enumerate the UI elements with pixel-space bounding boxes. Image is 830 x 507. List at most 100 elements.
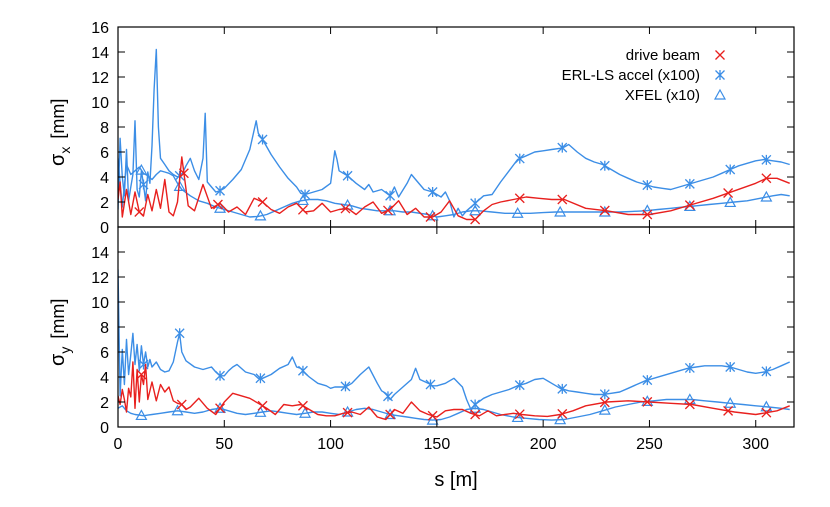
x-axis-ticks-bottom: 0 50 100 150 200 250 300: [114, 227, 769, 453]
y-tick-label: 2: [100, 195, 109, 212]
y-axis-label-bottom: σy [mm]: [47, 299, 73, 366]
legend-marker-drive-beam: [715, 50, 725, 60]
data-point-drive-beam: [215, 403, 225, 414]
series-layer-bottom: [118, 269, 790, 425]
data-point-erl-ls-accel: [684, 178, 695, 189]
data-point-drive-beam: [514, 193, 525, 204]
y-tick-label: 0: [100, 420, 109, 437]
data-point-erl-ls-accel: [599, 160, 610, 171]
data-point-drive-beam: [134, 207, 145, 217]
series-line-erl-ls-accel: [118, 48, 790, 218]
x-axis-label: s [m]: [434, 469, 477, 491]
data-point-xfel: [296, 194, 309, 206]
data-point-xfel: [214, 202, 227, 213]
series-line-drive-beam: [118, 361, 790, 421]
data-point-drive-beam: [761, 407, 772, 418]
y-tick-label: 0: [100, 220, 109, 237]
y-tick-label: 12: [91, 70, 109, 87]
x-tick-label: 150: [424, 436, 451, 453]
data-point-erl-ls-accel: [514, 380, 525, 391]
x-axis-ticks-top: [117, 27, 757, 227]
data-point-drive-beam: [427, 410, 438, 421]
data-point-drive-beam: [257, 400, 268, 411]
y-tick-label: 8: [100, 120, 109, 137]
y-axis-label-subscript: x: [57, 147, 73, 154]
x-tick-label: 250: [636, 436, 663, 453]
data-point-erl-ls-accel: [215, 370, 225, 381]
data-point-erl-ls-accel: [215, 185, 225, 196]
data-point-drive-beam: [385, 409, 396, 420]
data-point-erl-ls-accel: [385, 190, 396, 201]
data-point-erl-ls-accel: [725, 164, 736, 175]
y-tick-label: 14: [91, 245, 109, 262]
data-point-drive-beam: [425, 212, 436, 222]
data-point-xfel: [299, 407, 312, 418]
series-layer-top: [118, 48, 790, 225]
y-tick-label: 10: [91, 95, 109, 112]
legend-label-xfel: XFEL (x10): [625, 87, 700, 104]
svg-text:σy[mm]: σy [mm]: [47, 299, 73, 366]
data-point-erl-ls-accel: [557, 142, 568, 153]
data-point-drive-beam: [557, 194, 568, 205]
data-point-drive-beam: [684, 399, 695, 410]
data-point-erl-ls-accel: [470, 198, 481, 209]
legend-marker-xfel: [713, 88, 727, 100]
data-point-erl-ls-accel: [725, 362, 736, 372]
data-point-erl-ls-accel: [557, 383, 568, 394]
data-point-erl-ls-accel: [761, 366, 772, 377]
y-axis-label-unit: [mm]: [48, 299, 68, 339]
data-point-drive-beam: [514, 409, 525, 420]
data-point-xfel: [760, 190, 773, 202]
data-point-xfel: [469, 204, 482, 216]
data-point-drive-beam: [642, 396, 653, 407]
y-tick-label: 2: [100, 395, 109, 412]
data-point-drive-beam: [178, 168, 189, 179]
x-tick-label: 0: [114, 436, 123, 453]
y-tick-label: 6: [100, 145, 109, 162]
data-point-erl-ls-accel: [514, 153, 525, 164]
series-line-drive-beam: [118, 156, 790, 221]
y-axis-label-unit: [mm]: [48, 99, 68, 139]
data-point-drive-beam: [599, 397, 610, 408]
x-tick-label: 200: [530, 436, 557, 453]
series-line-erl-ls-accel: [118, 269, 790, 411]
data-point-erl-ls-accel: [642, 375, 653, 386]
data-point-xfel: [254, 209, 267, 221]
data-point-erl-ls-accel: [642, 180, 653, 191]
y-tick-label: 6: [100, 345, 109, 362]
data-point-xfel: [384, 408, 397, 420]
data-point-xfel: [214, 402, 227, 413]
data-point-drive-beam: [212, 199, 223, 210]
y-tick-label: 4: [100, 170, 109, 187]
data-point-xfel: [641, 395, 654, 406]
y-axis-label-top: σx [mm]: [47, 99, 73, 166]
data-point-xfel: [135, 409, 148, 421]
data-point-drive-beam: [297, 204, 308, 215]
data-point-xfel: [173, 180, 186, 191]
data-point-drive-beam: [257, 197, 268, 207]
y-tick-label: 4: [100, 370, 109, 387]
data-point-xfel: [254, 406, 267, 417]
legend-label-erl-ls-accel: ERL-LS accel (x100): [562, 67, 700, 84]
data-point-erl-ls-accel: [425, 379, 436, 390]
data-point-erl-ls-accel: [257, 134, 268, 145]
panel-sigma-x: 0 2 4 6 8 10 12 14 16 σx [mm] drive beam ERL-LS ac…: [47, 20, 795, 237]
y-tick-label: 16: [91, 20, 109, 37]
y-tick-label: 14: [91, 45, 109, 62]
y-axis-ticks-top: 0 2 4 6 8 10 12 14 16: [91, 20, 794, 237]
data-point-drive-beam: [557, 408, 568, 419]
data-point-drive-beam: [723, 405, 734, 416]
series-line-xfel: [118, 158, 790, 218]
data-point-xfel: [760, 400, 773, 412]
y-axis-label-symbol: σ: [47, 153, 69, 166]
data-point-xfel: [724, 196, 737, 208]
data-point-drive-beam: [342, 407, 353, 418]
data-point-drive-beam: [383, 205, 393, 216]
data-point-erl-ls-accel: [300, 189, 311, 200]
data-point-xfel: [171, 404, 184, 416]
data-point-erl-ls-accel: [138, 179, 149, 190]
data-point-xfel: [511, 207, 524, 218]
data-point-drive-beam: [642, 209, 653, 220]
